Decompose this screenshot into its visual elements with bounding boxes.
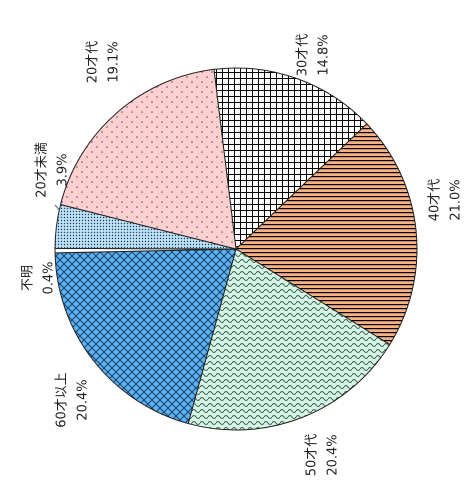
slice-label: 不明 bbox=[21, 265, 36, 291]
value-label: 0.4% bbox=[42, 261, 57, 294]
value-label: 3.9% bbox=[56, 153, 71, 186]
pie-slice bbox=[235, 123, 418, 346]
value-label: 21.0% bbox=[449, 179, 464, 220]
slice-label: 50才代 bbox=[305, 434, 320, 477]
value-label: 19.1% bbox=[107, 41, 122, 82]
pie-slice bbox=[187, 248, 391, 431]
value-label: 20.4% bbox=[326, 434, 341, 475]
slice-label: 60才以上 bbox=[55, 372, 70, 428]
pie-slice bbox=[59, 68, 237, 250]
slice-label: 20才未満 bbox=[35, 142, 50, 198]
slice-label: 20才代 bbox=[86, 41, 101, 84]
pie-slice bbox=[54, 248, 237, 425]
slice-label: 40才代 bbox=[428, 179, 443, 222]
pie-slice bbox=[213, 67, 368, 251]
value-label: 14.8% bbox=[317, 34, 332, 75]
value-label: 20.4% bbox=[76, 379, 91, 420]
slice-label: 30才代 bbox=[296, 34, 311, 77]
